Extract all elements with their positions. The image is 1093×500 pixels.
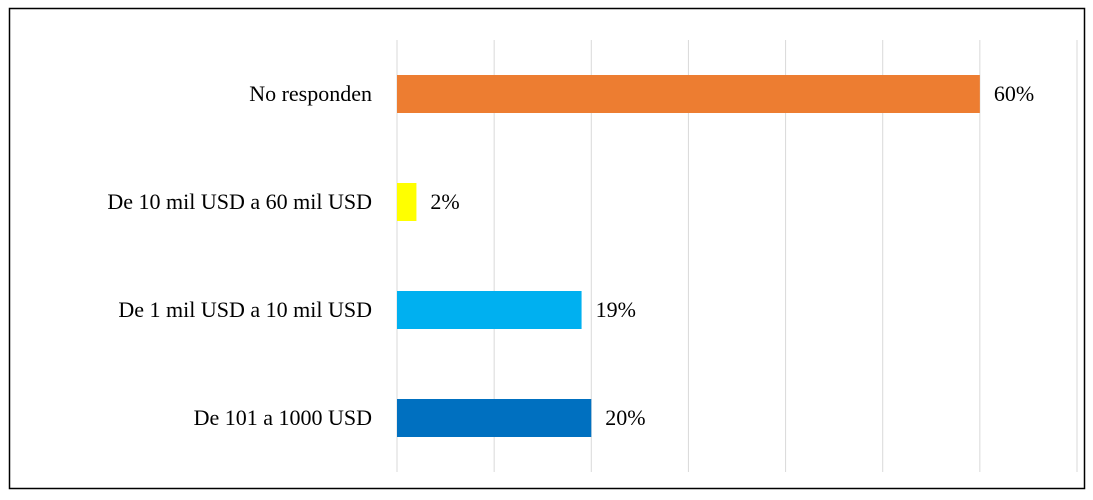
bar bbox=[397, 291, 582, 329]
bar bbox=[397, 75, 980, 113]
data-label: 60% bbox=[994, 81, 1034, 106]
y-tick-label: De 1 mil USD a 10 mil USD bbox=[118, 297, 372, 322]
y-tick-label: No responden bbox=[249, 81, 372, 106]
data-label: 19% bbox=[596, 297, 636, 322]
data-label: 20% bbox=[605, 405, 645, 430]
y-tick-label: De 101 a 1000 USD bbox=[194, 405, 372, 430]
bar bbox=[397, 399, 592, 437]
bar bbox=[397, 183, 417, 221]
y-tick-label: De 10 mil USD a 60 mil USD bbox=[107, 189, 372, 214]
data-label: 2% bbox=[430, 189, 459, 214]
